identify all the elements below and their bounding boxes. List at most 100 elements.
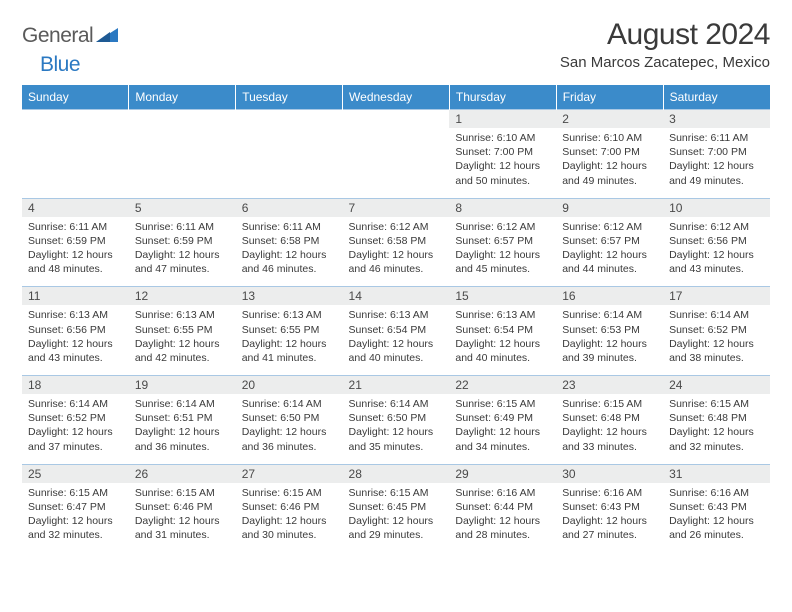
day-header: Thursday [449,85,556,110]
daylight-line: Daylight: 12 hours and 46 minutes. [242,248,337,276]
day-info-cell: Sunrise: 6:14 AMSunset: 6:52 PMDaylight:… [22,394,129,464]
sunset-line: Sunset: 6:58 PM [242,234,337,248]
logo-text-general: General [22,24,93,48]
day-info-row: Sunrise: 6:13 AMSunset: 6:56 PMDaylight:… [22,305,770,375]
day-info-cell: Sunrise: 6:12 AMSunset: 6:58 PMDaylight:… [343,217,450,287]
logo: General [22,24,120,48]
sunset-line: Sunset: 6:56 PM [28,323,123,337]
sunrise-line: Sunrise: 6:11 AM [242,220,337,234]
day-number-cell [236,110,343,129]
sunset-line: Sunset: 6:46 PM [242,500,337,514]
day-info-cell: Sunrise: 6:15 AMSunset: 6:48 PMDaylight:… [556,394,663,464]
sunrise-line: Sunrise: 6:13 AM [455,308,550,322]
sunrise-line: Sunrise: 6:10 AM [455,131,550,145]
day-number-cell: 20 [236,376,343,395]
daylight-line: Daylight: 12 hours and 49 minutes. [562,159,657,187]
day-number-cell: 4 [22,198,129,217]
day-info-cell: Sunrise: 6:15 AMSunset: 6:45 PMDaylight:… [343,483,450,553]
location: San Marcos Zacatepec, Mexico [560,54,770,71]
day-info-cell: Sunrise: 6:15 AMSunset: 6:47 PMDaylight:… [22,483,129,553]
day-number-cell: 31 [663,464,770,483]
day-number-cell: 27 [236,464,343,483]
sunrise-line: Sunrise: 6:15 AM [28,486,123,500]
daylight-line: Daylight: 12 hours and 43 minutes. [28,337,123,365]
day-info-row: Sunrise: 6:14 AMSunset: 6:52 PMDaylight:… [22,394,770,464]
sunset-line: Sunset: 6:53 PM [562,323,657,337]
sunset-line: Sunset: 6:51 PM [135,411,230,425]
sunset-line: Sunset: 6:54 PM [349,323,444,337]
sunset-line: Sunset: 6:58 PM [349,234,444,248]
sunset-line: Sunset: 6:46 PM [135,500,230,514]
calendar-table: SundayMondayTuesdayWednesdayThursdayFrid… [22,85,770,552]
sunset-line: Sunset: 6:45 PM [349,500,444,514]
calendar-body: 123Sunrise: 6:10 AMSunset: 7:00 PMDaylig… [22,110,770,553]
day-header: Friday [556,85,663,110]
sunrise-line: Sunrise: 6:15 AM [669,397,764,411]
day-header: Sunday [22,85,129,110]
sunrise-line: Sunrise: 6:15 AM [455,397,550,411]
sunrise-line: Sunrise: 6:13 AM [135,308,230,322]
day-number-cell: 9 [556,198,663,217]
sunrise-line: Sunrise: 6:13 AM [349,308,444,322]
sunrise-line: Sunrise: 6:16 AM [669,486,764,500]
daylight-line: Daylight: 12 hours and 49 minutes. [669,159,764,187]
daylight-line: Daylight: 12 hours and 32 minutes. [28,514,123,542]
daylight-line: Daylight: 12 hours and 34 minutes. [455,425,550,453]
day-number-cell: 23 [556,376,663,395]
sunset-line: Sunset: 6:55 PM [135,323,230,337]
sunset-line: Sunset: 6:55 PM [242,323,337,337]
sunset-line: Sunset: 6:59 PM [28,234,123,248]
day-info-cell: Sunrise: 6:13 AMSunset: 6:54 PMDaylight:… [343,305,450,375]
day-info-cell: Sunrise: 6:13 AMSunset: 6:55 PMDaylight:… [236,305,343,375]
day-number-row: 45678910 [22,198,770,217]
day-info-row: Sunrise: 6:11 AMSunset: 6:59 PMDaylight:… [22,217,770,287]
day-info-cell: Sunrise: 6:13 AMSunset: 6:55 PMDaylight:… [129,305,236,375]
day-number-cell: 5 [129,198,236,217]
daylight-line: Daylight: 12 hours and 32 minutes. [669,425,764,453]
day-info-cell: Sunrise: 6:11 AMSunset: 6:59 PMDaylight:… [22,217,129,287]
day-header: Monday [129,85,236,110]
day-info-cell: Sunrise: 6:11 AMSunset: 6:58 PMDaylight:… [236,217,343,287]
day-info-cell: Sunrise: 6:13 AMSunset: 6:56 PMDaylight:… [22,305,129,375]
day-number-row: 11121314151617 [22,287,770,306]
daylight-line: Daylight: 12 hours and 48 minutes. [28,248,123,276]
daylight-line: Daylight: 12 hours and 30 minutes. [242,514,337,542]
daylight-line: Daylight: 12 hours and 50 minutes. [455,159,550,187]
day-number-cell: 13 [236,287,343,306]
day-info-cell: Sunrise: 6:14 AMSunset: 6:52 PMDaylight:… [663,305,770,375]
day-info-cell: Sunrise: 6:16 AMSunset: 6:43 PMDaylight:… [663,483,770,553]
sunrise-line: Sunrise: 6:15 AM [242,486,337,500]
day-number-cell: 12 [129,287,236,306]
day-info-cell [129,128,236,198]
daylight-line: Daylight: 12 hours and 44 minutes. [562,248,657,276]
daylight-line: Daylight: 12 hours and 45 minutes. [455,248,550,276]
day-header-row: SundayMondayTuesdayWednesdayThursdayFrid… [22,85,770,110]
day-number-cell: 25 [22,464,129,483]
day-info-cell: Sunrise: 6:13 AMSunset: 6:54 PMDaylight:… [449,305,556,375]
day-number-row: 25262728293031 [22,464,770,483]
sunrise-line: Sunrise: 6:15 AM [349,486,444,500]
day-number-cell [343,110,450,129]
day-info-cell: Sunrise: 6:12 AMSunset: 6:57 PMDaylight:… [449,217,556,287]
daylight-line: Daylight: 12 hours and 43 minutes. [669,248,764,276]
sunset-line: Sunset: 6:52 PM [669,323,764,337]
day-info-cell: Sunrise: 6:16 AMSunset: 6:44 PMDaylight:… [449,483,556,553]
day-number-cell: 22 [449,376,556,395]
day-info-cell: Sunrise: 6:10 AMSunset: 7:00 PMDaylight:… [556,128,663,198]
daylight-line: Daylight: 12 hours and 38 minutes. [669,337,764,365]
day-info-cell: Sunrise: 6:11 AMSunset: 6:59 PMDaylight:… [129,217,236,287]
logo-triangle-icon [96,26,118,47]
sunrise-line: Sunrise: 6:11 AM [135,220,230,234]
day-number-cell: 26 [129,464,236,483]
sunset-line: Sunset: 7:00 PM [562,145,657,159]
day-header: Saturday [663,85,770,110]
daylight-line: Daylight: 12 hours and 40 minutes. [349,337,444,365]
sunrise-line: Sunrise: 6:12 AM [455,220,550,234]
day-number-cell: 2 [556,110,663,129]
daylight-line: Daylight: 12 hours and 46 minutes. [349,248,444,276]
daylight-line: Daylight: 12 hours and 47 minutes. [135,248,230,276]
sunrise-line: Sunrise: 6:11 AM [669,131,764,145]
day-info-cell: Sunrise: 6:12 AMSunset: 6:57 PMDaylight:… [556,217,663,287]
day-info-row: Sunrise: 6:10 AMSunset: 7:00 PMDaylight:… [22,128,770,198]
day-number-cell: 16 [556,287,663,306]
